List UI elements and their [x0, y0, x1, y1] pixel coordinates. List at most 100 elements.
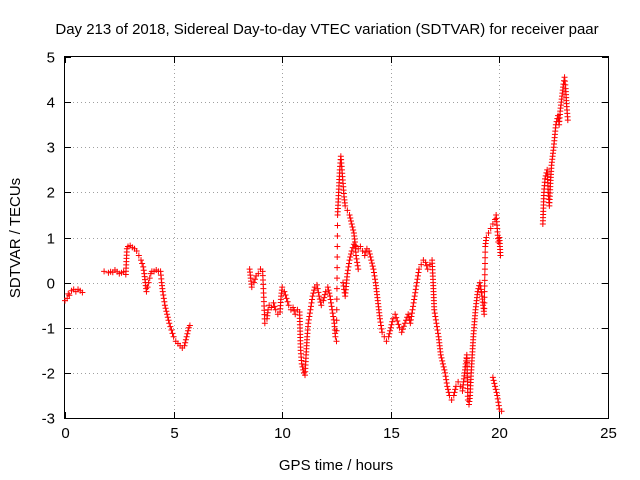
data-point	[307, 306, 314, 313]
data-point	[333, 306, 340, 313]
data-point	[482, 260, 489, 267]
y-tick-label: -3	[42, 411, 55, 428]
data-point	[306, 310, 313, 317]
data-point	[351, 236, 358, 243]
data-point	[366, 248, 373, 255]
data-point	[139, 260, 146, 267]
data-point	[334, 232, 341, 239]
data-point	[302, 355, 309, 362]
data-point	[470, 336, 477, 343]
data-point	[321, 294, 328, 301]
data-point	[401, 320, 408, 327]
data-point	[169, 330, 176, 337]
data-point	[340, 190, 347, 197]
data-point	[389, 318, 396, 325]
data-point	[316, 293, 323, 300]
data-point	[489, 220, 496, 227]
data-point	[348, 248, 355, 255]
data-point	[394, 317, 401, 324]
data-point	[388, 321, 395, 328]
data-point	[344, 273, 351, 280]
x-axis-label: GPS time / hours	[279, 457, 393, 474]
data-point	[344, 207, 351, 214]
data-point	[334, 254, 341, 261]
data-point	[442, 369, 449, 376]
data-point	[170, 333, 177, 340]
y-tick-label: 3	[47, 140, 55, 157]
data-point	[455, 378, 462, 385]
data-point	[292, 311, 299, 318]
data-point	[371, 272, 378, 279]
data-point	[547, 183, 554, 190]
data-point	[440, 363, 447, 370]
data-point	[182, 339, 189, 346]
data-point	[290, 304, 297, 311]
data-point	[163, 308, 170, 315]
data-point	[562, 81, 569, 88]
data-point	[328, 299, 335, 306]
data-point	[328, 303, 335, 310]
data-point	[345, 263, 352, 270]
data-point	[412, 286, 419, 293]
data-point	[408, 310, 415, 317]
y-tick-label: -2	[42, 366, 55, 383]
data-point	[374, 294, 381, 301]
data-point	[348, 220, 355, 227]
data-point	[352, 249, 359, 256]
data-point	[309, 293, 316, 300]
data-point	[64, 295, 71, 302]
data-point	[410, 299, 417, 306]
data-point	[333, 338, 340, 345]
data-point	[439, 360, 446, 367]
data-point	[164, 314, 171, 321]
data-point	[143, 285, 150, 292]
data-point	[400, 323, 407, 330]
data-point	[405, 311, 412, 318]
data-point	[354, 259, 361, 266]
data-point	[497, 249, 504, 256]
data-point	[168, 327, 175, 334]
data-point	[481, 277, 488, 284]
data-point	[308, 299, 315, 306]
data-point	[285, 302, 292, 309]
data-point	[349, 223, 356, 230]
data-point	[346, 211, 353, 218]
data-point	[385, 333, 392, 340]
data-point	[271, 303, 278, 310]
data-point	[399, 326, 406, 333]
data-point	[413, 283, 420, 290]
data-point	[564, 113, 571, 120]
data-point	[334, 264, 341, 271]
data-point	[492, 386, 499, 393]
data-point	[79, 289, 86, 296]
y-axis-label: SDTVAR / TECUs	[7, 178, 24, 298]
x-tick-label: 20	[491, 425, 508, 442]
data-point	[252, 276, 259, 283]
data-point	[424, 266, 431, 273]
data-point	[557, 102, 564, 109]
data-point	[166, 320, 173, 327]
y-tick-label: 0	[47, 276, 55, 293]
y-tick-label: -1	[42, 321, 55, 338]
data-point	[481, 294, 488, 301]
data-point	[443, 380, 450, 387]
data-point	[378, 322, 385, 329]
data-point	[65, 290, 72, 297]
data-point	[325, 287, 332, 294]
data-point	[272, 306, 279, 313]
data-point	[487, 225, 494, 232]
data-point	[393, 314, 400, 321]
data-point	[278, 287, 285, 294]
data-point	[310, 290, 317, 297]
data-point	[304, 323, 311, 330]
plot-frame	[64, 56, 609, 419]
data-point	[489, 374, 496, 381]
data-point	[248, 281, 255, 288]
data-point	[429, 276, 436, 283]
data-point	[298, 357, 305, 364]
data-point	[362, 249, 369, 256]
data-point	[392, 311, 399, 318]
data-point	[135, 252, 142, 259]
data-point	[297, 344, 304, 351]
data-point	[330, 313, 337, 320]
